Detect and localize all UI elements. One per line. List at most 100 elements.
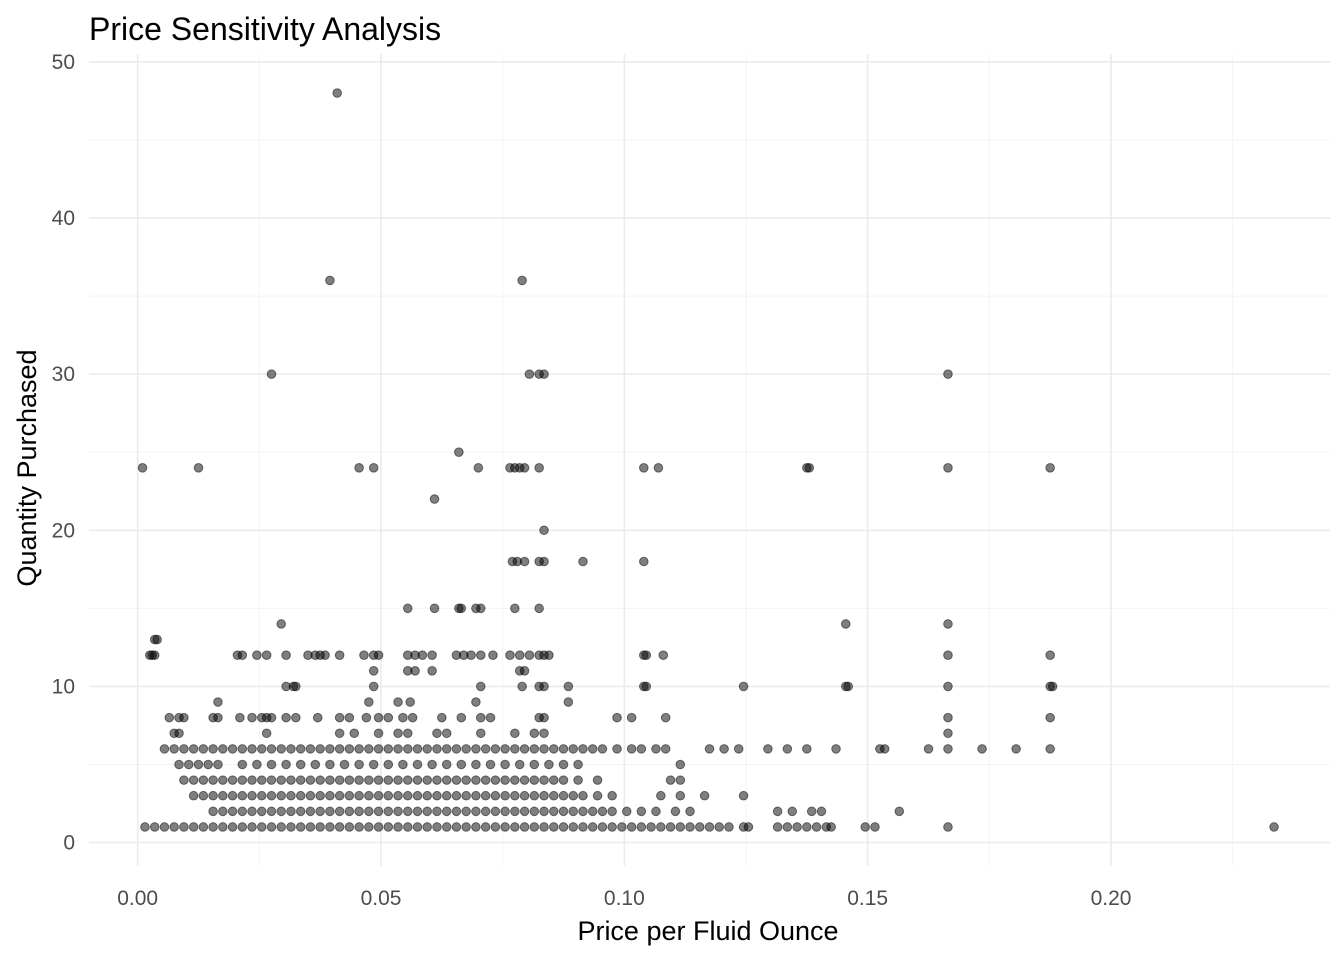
scatter-point: [772, 806, 783, 817]
scatter-point: [441, 790, 452, 801]
scatter-point: [587, 744, 598, 754]
scatter-point: [578, 822, 588, 832]
scatter-point: [943, 712, 953, 723]
scatter-point: [653, 463, 664, 473]
scatter-point: [383, 822, 394, 832]
y-tick-label: 30: [52, 363, 75, 386]
scatter-point: [417, 650, 428, 660]
scatter-point: [675, 822, 686, 832]
scatter-point: [879, 744, 890, 754]
scatter-point: [639, 556, 649, 567]
scatter-point: [461, 775, 471, 785]
scatter-point: [354, 822, 364, 832]
scatter-point: [660, 712, 671, 723]
scatter-point: [393, 806, 403, 817]
scatter-point: [597, 822, 608, 832]
x-axis-ticks: 0.00 0.05 0.10 0.15 0.20: [117, 887, 1131, 910]
scatter-point: [334, 744, 345, 754]
scatter-point: [612, 712, 622, 723]
scatter-point: [422, 790, 433, 801]
scatter-point: [792, 822, 802, 832]
scatter-point: [218, 744, 228, 754]
scatter-point: [894, 806, 905, 817]
scatter-point: [490, 806, 501, 817]
scatter-point: [510, 790, 520, 801]
scatter-point: [237, 744, 248, 754]
scatter-point: [256, 806, 267, 817]
scatter-point: [573, 775, 583, 785]
scatter-point: [281, 650, 291, 660]
scatter-point: [456, 759, 467, 770]
y-tick-label: 0: [63, 832, 75, 855]
y-axis-title: Quantity Purchased: [12, 349, 42, 586]
scatter-point: [475, 603, 486, 614]
scatter-point: [137, 463, 148, 473]
scatter-point: [943, 681, 953, 692]
scatter-point: [276, 619, 287, 629]
scatter-point: [373, 822, 384, 832]
scatter-point: [344, 806, 355, 817]
scatter-point: [943, 650, 953, 660]
scatter-point: [402, 790, 413, 801]
scatter-point: [454, 447, 464, 457]
scatter-point: [517, 681, 527, 692]
scatter-point: [179, 775, 189, 785]
scatter-point: [368, 463, 379, 473]
scatter-point: [870, 822, 880, 832]
scatter-point: [578, 744, 588, 754]
scatter-point: [276, 806, 287, 817]
scatter-point: [281, 759, 291, 770]
scatter-point: [325, 790, 335, 801]
scatter-point: [548, 790, 559, 801]
scatter-point: [685, 806, 695, 817]
scatter-point: [514, 650, 525, 660]
scatter-point: [782, 744, 793, 754]
scatter-point: [660, 744, 671, 754]
scatter-point: [475, 681, 486, 692]
scatter-point: [266, 806, 277, 817]
scatter-point: [412, 744, 423, 754]
scatter-point: [626, 712, 637, 723]
scatter-point: [534, 463, 544, 473]
scatter-point: [286, 744, 296, 754]
scatter-point: [665, 775, 676, 785]
scatter-point: [539, 728, 549, 739]
scatter-point: [429, 603, 440, 614]
scatter-point: [802, 822, 812, 832]
scatter-point: [840, 619, 851, 629]
scatter-point: [281, 712, 291, 723]
scatter-point: [658, 650, 669, 660]
y-tick-label: 10: [52, 675, 75, 698]
scatter-point: [456, 712, 467, 723]
scatter-point: [466, 650, 476, 660]
scatter-point: [188, 744, 199, 754]
scatter-point: [373, 728, 384, 739]
scatter-point: [422, 806, 433, 817]
scatter-point: [305, 744, 316, 754]
scatter-point: [218, 790, 228, 801]
scatter-point: [364, 697, 374, 707]
scatter-point: [563, 681, 574, 692]
scatter-point: [227, 822, 238, 832]
scatter-point: [568, 806, 579, 817]
scatter-point: [636, 744, 647, 754]
scatter-point: [344, 712, 355, 723]
scatter-point: [573, 759, 583, 770]
scatter-point: [334, 728, 345, 739]
scatter-point: [441, 775, 452, 785]
scatter-point: [539, 681, 549, 692]
scatter-point: [641, 681, 652, 692]
scatter-point: [256, 775, 267, 785]
scatter-point: [218, 806, 228, 817]
scatter-point: [198, 822, 209, 832]
scatter-point: [451, 822, 462, 832]
scatter-point: [500, 806, 510, 817]
scatter-point: [860, 822, 871, 832]
scatter-point: [393, 790, 403, 801]
scatter-point: [261, 728, 272, 739]
scatter-point: [563, 697, 574, 707]
scatter-point: [393, 697, 403, 707]
scatter-point: [923, 744, 934, 754]
scatter-point: [597, 744, 608, 754]
scatter-point: [943, 744, 953, 754]
